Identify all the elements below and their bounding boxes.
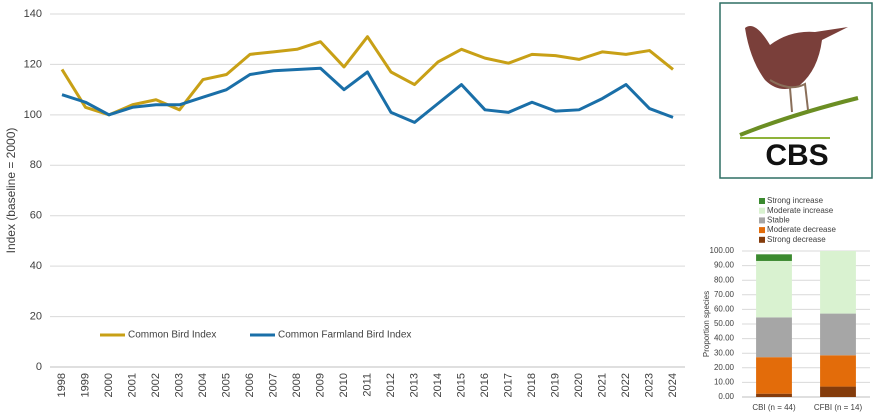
bar-segment: [756, 393, 792, 397]
bar-segment: [756, 357, 792, 394]
bar-segment: [820, 251, 856, 314]
legend-label: Moderate decrease: [767, 225, 836, 234]
bar-segment: [820, 355, 856, 387]
y-tick-label: 80.00: [714, 275, 735, 284]
bar-segment: [756, 317, 792, 358]
bar-segment: [820, 386, 856, 397]
legend-label: Moderate increase: [767, 206, 834, 215]
x-tick-label: 2014: [432, 373, 444, 397]
y-tick-label: 30.00: [714, 348, 735, 357]
x-tick-label: 2021: [596, 373, 608, 397]
legend-swatch: [759, 217, 765, 224]
bar-segment: [756, 254, 792, 261]
y-axis-label: Index (baseline = 2000): [4, 128, 18, 254]
x-tick-label: 2007: [267, 373, 279, 397]
logo-text: CBS: [765, 139, 828, 172]
x-tick-label: 2006: [244, 373, 256, 397]
legend-label: Strong decrease: [767, 235, 826, 244]
y-tick-label: 40: [30, 260, 42, 272]
x-tick-label: 2000: [103, 373, 115, 397]
x-tick-label: 2019: [549, 373, 561, 397]
bar-segment: [756, 260, 792, 318]
x-tick-label: 2023: [643, 373, 655, 397]
x-tick-label: 2012: [385, 373, 397, 397]
legend-label: Common Bird Index: [128, 330, 216, 341]
x-tick-label: 2016: [479, 373, 491, 397]
y-tick-label: 10.00: [714, 378, 735, 387]
y-tick-label: 80: [30, 159, 42, 171]
x-tick-label: 1999: [79, 373, 91, 397]
x-tick-label: 2004: [197, 373, 209, 397]
line-series: [60, 35, 674, 117]
y-tick-label: 120: [24, 58, 42, 70]
x-tick-label: 2013: [408, 373, 420, 397]
y-tick-label: 0.00: [718, 392, 734, 401]
x-tick-label: 2010: [338, 373, 350, 397]
legend-swatch: [759, 236, 765, 243]
logo-branch: [739, 96, 859, 137]
x-tick-label: 2015: [455, 373, 467, 397]
y-tick-label: 20.00: [714, 363, 735, 372]
x-tick-label: 2017: [502, 373, 514, 397]
y-tick-label: 100.00: [710, 246, 735, 255]
y-tick-label: 100: [24, 109, 42, 121]
y-tick-label: 90.00: [714, 261, 735, 270]
x-tick-label: CFBI (n = 14): [814, 403, 863, 412]
x-tick-label: 2005: [220, 373, 232, 397]
x-tick-label: 2020: [573, 373, 585, 397]
y-tick-label: 0: [36, 361, 42, 373]
x-tick-label: CBI (n = 44): [752, 403, 796, 412]
y-tick-label: 140: [24, 8, 42, 20]
y-tick-label: 60.00: [714, 305, 735, 314]
x-tick-label: 2018: [526, 373, 538, 397]
y-tick-label: 20: [30, 310, 42, 322]
x-tick-label: 1998: [56, 373, 68, 397]
x-tick-label: 2002: [150, 373, 162, 397]
legend-swatch: [759, 227, 765, 234]
y-tick-label: 50.00: [714, 319, 735, 328]
x-tick-label: 2022: [620, 373, 632, 397]
x-tick-label: 2001: [126, 373, 138, 397]
logo-frame: [719, 2, 873, 179]
x-tick-label: 2009: [314, 373, 326, 397]
legend-label: Stable: [767, 216, 790, 225]
x-tick-label: 2011: [361, 373, 373, 397]
line-series: [61, 66, 674, 124]
logo: CBS: [719, 2, 873, 179]
y-axis-label: Proportion species: [702, 291, 711, 357]
y-tick-label: 60: [30, 210, 42, 222]
legend-label: Common Farmland Bird Index: [278, 330, 411, 341]
legend-swatch: [759, 198, 765, 204]
x-tick-label: 2003: [173, 373, 185, 397]
x-tick-label: 2008: [291, 373, 303, 397]
logo-bird: [745, 26, 848, 89]
x-tick-label: 2024: [667, 373, 679, 397]
legend-label: Strong increase: [767, 196, 824, 205]
legend-swatch: [759, 207, 765, 214]
bar-segment: [820, 313, 856, 356]
y-tick-label: 70.00: [714, 290, 735, 299]
logo-legs: [769, 79, 809, 113]
y-tick-label: 40.00: [714, 334, 735, 343]
